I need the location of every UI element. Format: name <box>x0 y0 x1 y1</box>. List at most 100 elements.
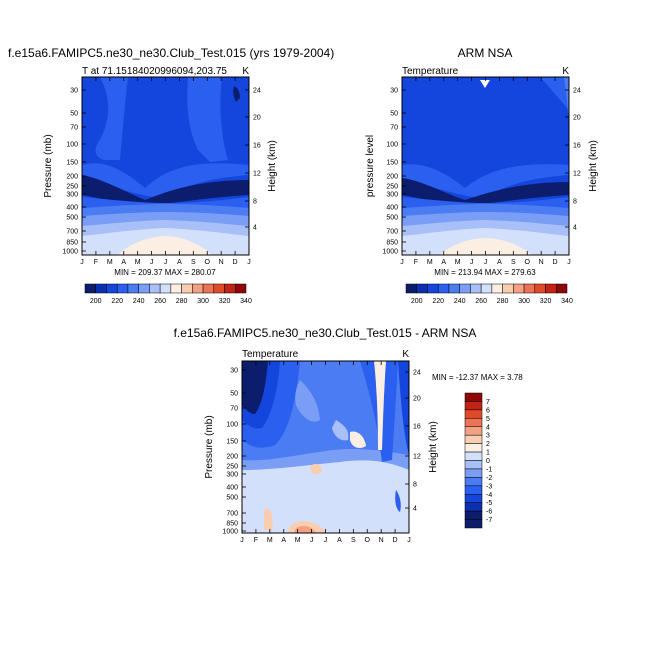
y-tick-label: 300 <box>226 472 238 479</box>
colorbar-cell <box>459 283 471 294</box>
field-band <box>242 361 268 414</box>
colorbar-label: 320 <box>219 298 231 305</box>
colorbar-cell <box>464 477 483 487</box>
x-tick-label: S <box>511 259 516 266</box>
colorbar-cell <box>556 283 568 294</box>
colorbar-cell <box>464 409 483 419</box>
y2-tick-label: 12 <box>253 171 261 178</box>
colorbar-cell <box>448 283 460 294</box>
y-tick-label: 700 <box>66 229 78 236</box>
colorbar-label: -2 <box>486 475 492 482</box>
colorbar-cell <box>464 443 483 453</box>
field-band <box>480 80 490 88</box>
x-tick-label: D <box>553 259 558 266</box>
y-tick-label: 400 <box>66 205 78 212</box>
y-tick-label: 50 <box>230 391 238 398</box>
field-band <box>187 77 228 162</box>
x-tick-label: M <box>135 259 141 266</box>
colorbar-label: 200 <box>411 298 423 305</box>
y-tick-label: 30 <box>230 368 238 375</box>
panel-obs-left-label: Temperature <box>402 66 459 77</box>
colorbar-cell <box>534 283 546 294</box>
field-band <box>564 77 569 120</box>
colorbar-label: 7 <box>486 399 490 406</box>
y-tick-label: 850 <box>66 240 78 247</box>
panel-diff: f.e15a6.FAMIPC5.ne30_ne30.Club_Test.015 … <box>174 326 524 544</box>
y2-axis-label: Height (km) <box>428 421 439 473</box>
stats-text: MIN = -12.37 MAX = 3.78 <box>432 373 523 382</box>
x-tick-label: M <box>267 537 273 544</box>
y-tick-label: 1000 <box>382 249 398 256</box>
y-tick-label: 500 <box>386 215 398 222</box>
y-tick-label: 30 <box>70 88 78 95</box>
colorbar-cell <box>491 283 503 294</box>
x-tick-label: M <box>295 537 301 544</box>
colorbar-cell <box>464 418 483 427</box>
x-tick-label: J <box>164 259 168 266</box>
colorbar-cell <box>464 502 483 512</box>
x-tick-label: J <box>310 537 314 544</box>
y-tick-label: 850 <box>386 240 398 247</box>
panel-model: f.e15a6.FAMIPC5.ne30_ne30.Club_Test.015 … <box>8 46 334 305</box>
colorbar-cell <box>170 283 182 294</box>
x-tick-label: F <box>254 537 258 544</box>
colorbar-cell <box>464 460 483 470</box>
y-tick-label: 1000 <box>222 529 238 536</box>
y2-tick-label: 4 <box>573 225 577 232</box>
colorbar-cell <box>464 510 483 520</box>
y2-tick-label: 20 <box>253 115 261 122</box>
colorbar-cell <box>427 283 439 294</box>
colorbar-label: 280 <box>497 298 509 305</box>
colorbar-label: 340 <box>561 298 573 305</box>
x-tick-label: A <box>441 259 446 266</box>
colorbar-label: 2 <box>486 441 490 448</box>
y2-tick-label: 4 <box>253 225 257 232</box>
colorbar-cell <box>437 283 450 294</box>
y-tick-label: 150 <box>226 439 238 446</box>
field-band <box>118 236 212 255</box>
colorbar-cell <box>213 283 225 294</box>
x-tick-label: S <box>351 537 356 544</box>
y-tick-label: 50 <box>70 111 78 118</box>
colorbar: 200 220 240 260 280 300 320 340 <box>405 283 573 305</box>
colorbar-cell <box>502 283 514 294</box>
field-band <box>402 178 569 206</box>
colorbar-label: 280 <box>176 298 188 305</box>
y-tick-label: 100 <box>226 422 238 429</box>
colorbar-cell <box>464 426 483 436</box>
y-tick-label: 150 <box>66 160 78 167</box>
colorbar-cell <box>202 283 215 294</box>
y2-tick-label: 24 <box>573 88 581 95</box>
panel-obs-right-label: K <box>562 66 569 77</box>
field-band <box>233 86 240 102</box>
x-tick-label: O <box>205 259 211 266</box>
y-tick-label: 100 <box>66 142 78 149</box>
colorbar-cell <box>405 283 417 294</box>
x-tick-label: J <box>80 259 84 266</box>
colorbar-label: 260 <box>154 298 166 305</box>
panel-obs: ARM NSA Temperature K J F M A M J J A S O N D J 30 50 7… <box>365 46 599 305</box>
colorbar-cell <box>127 283 139 294</box>
panel-diff-title: f.e15a6.FAMIPC5.ne30_ne30.Club_Test.015 … <box>174 326 477 340</box>
panel-obs-field <box>402 77 569 255</box>
x-tick-label: J <box>400 259 404 266</box>
panel-diff-left-label: Temperature <box>242 349 299 360</box>
field-band <box>310 464 322 474</box>
y-tick-label: 700 <box>386 229 398 236</box>
colorbar-cell <box>470 283 482 294</box>
panel-diff-field <box>242 361 409 533</box>
colorbar-cell <box>523 283 536 294</box>
colorbar-label: -5 <box>486 500 492 507</box>
y2-tick-label: 16 <box>253 143 261 150</box>
y2-tick-label: 12 <box>573 171 581 178</box>
colorbar-cell <box>84 283 96 294</box>
y-tick-label: 400 <box>386 205 398 212</box>
field-band <box>440 238 532 255</box>
colorbar-cell <box>416 283 428 294</box>
colorbar-label: 300 <box>518 298 530 305</box>
field-band <box>374 361 386 450</box>
y-tick-label: 150 <box>386 160 398 167</box>
field-band <box>82 163 249 198</box>
